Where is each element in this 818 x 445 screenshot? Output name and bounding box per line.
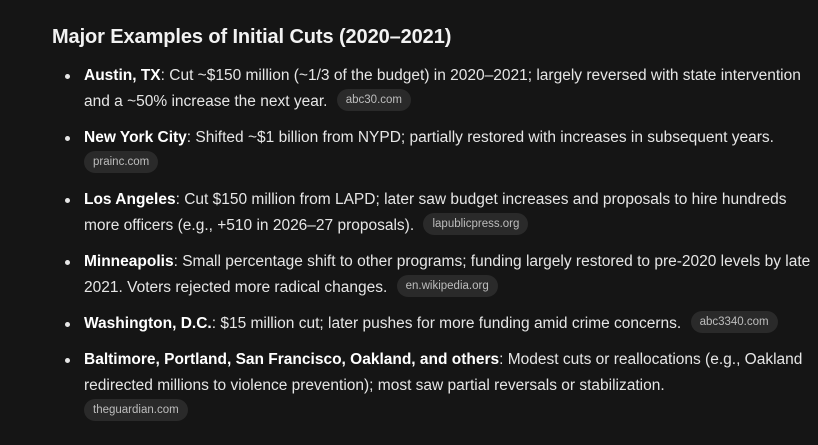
source-chip[interactable]: abc30.com [336, 88, 412, 111]
list-item-others: Baltimore, Portland, San Francisco, Oakl… [52, 347, 818, 425]
list-item-new-york-city: New York City: Shifted ~$1 billion from … [52, 125, 818, 177]
item-text: : $15 million cut; later pushes for more… [211, 315, 682, 332]
list-item-austin: Austin, TX: Cut ~$150 million (~1/3 of t… [52, 63, 818, 115]
section-heading: Major Examples of Initial Cuts (2020–202… [52, 26, 452, 48]
list-item-minneapolis: Minneapolis: Small percentage shift to o… [52, 249, 818, 301]
item-text: : Modest cuts or reallocations (e.g., Oa… [84, 351, 803, 394]
list-item-washington-dc: Washington, D.C.: $15 million cut; later… [52, 310, 818, 337]
item-label: Baltimore, Portland, San Francisco, Oakl… [84, 351, 500, 368]
bullet-icon [65, 358, 70, 363]
list-item-los-angeles: Los Angeles: Cut $150 million from LAPD;… [52, 187, 818, 239]
source-chip[interactable]: lapublicpress.org [423, 212, 529, 235]
source-chip[interactable]: prainc.com [84, 150, 159, 173]
item-text: : Shifted ~$1 billion from NYPD; partial… [186, 129, 774, 146]
item-label: New York City [84, 129, 187, 146]
item-label: Washington, D.C. [84, 315, 212, 332]
source-chip[interactable]: abc3340.com [690, 310, 778, 333]
bullet-icon [65, 260, 70, 265]
item-label: Austin, TX [84, 67, 161, 84]
examples-list: Austin, TX: Cut ~$150 million (~1/3 of t… [52, 63, 818, 425]
item-text: : Small percentage shift to other progra… [84, 253, 811, 296]
item-label: Los Angeles [84, 191, 176, 208]
item-text: : Cut ~$150 million (~1/3 of the budget)… [84, 67, 801, 110]
bullet-icon [65, 74, 70, 79]
bullet-icon [65, 198, 70, 203]
source-chip[interactable]: theguardian.com [84, 398, 188, 421]
item-text: : Cut $150 million from LAPD; later saw … [84, 191, 787, 234]
bullet-icon [65, 136, 70, 141]
item-label: Minneapolis [84, 253, 174, 270]
bullet-icon [65, 322, 70, 327]
source-chip[interactable]: en.wikipedia.org [396, 274, 498, 297]
